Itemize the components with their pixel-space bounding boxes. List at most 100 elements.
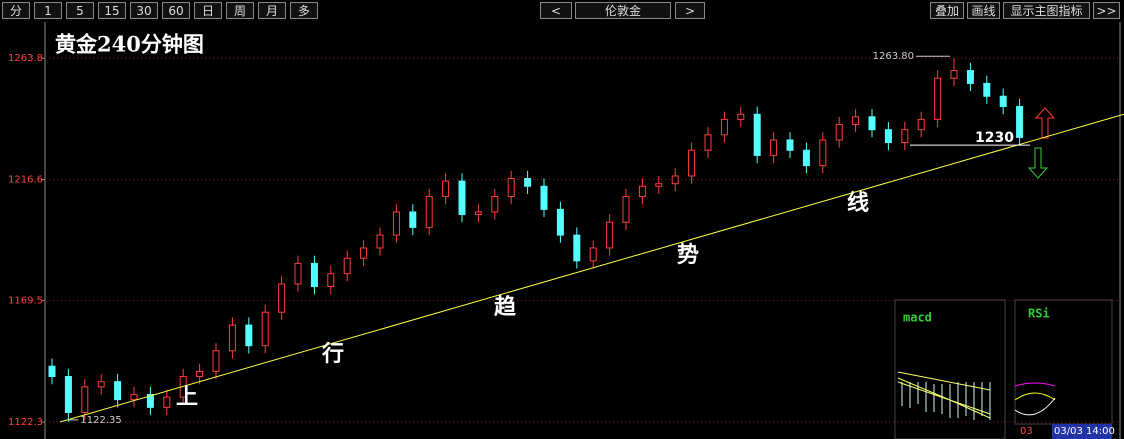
candle-body [425, 196, 433, 228]
candle-body [606, 221, 614, 249]
candle-body [655, 183, 663, 187]
indicator-line [1014, 397, 1056, 416]
candle-body [966, 70, 974, 84]
y-tick-label: 1122.3 [8, 417, 43, 428]
candle-body [474, 211, 482, 216]
candle-body [704, 134, 712, 151]
candle-body [622, 196, 630, 223]
candle-body [753, 113, 761, 156]
candle-body [917, 118, 925, 131]
candle-body [983, 82, 991, 97]
trend-text: 线 [847, 190, 869, 216]
candle-body [327, 273, 335, 288]
period-button[interactable]: 60 [162, 2, 190, 19]
candle-body [999, 95, 1007, 108]
candle-body [228, 324, 236, 352]
up-arrow [1034, 107, 1056, 139]
candle-body [245, 324, 253, 347]
candle-body [409, 211, 417, 228]
time-label: 03/03 14:00 [1054, 426, 1115, 437]
candle-body [770, 139, 778, 156]
candle-body [852, 116, 860, 126]
prev-button[interactable]: < [540, 2, 572, 19]
trend-text: 势 [677, 242, 699, 268]
indicator-label: macd [903, 311, 932, 325]
candle-body [146, 394, 154, 408]
candle-body [196, 370, 204, 378]
period-button[interactable]: 多 [290, 2, 318, 19]
indicator-line [1014, 392, 1056, 401]
candle-body [97, 381, 105, 388]
indicator-bars [901, 382, 991, 420]
candle-body [540, 185, 548, 210]
candle-body [786, 139, 794, 151]
down-arrow [1027, 147, 1049, 179]
candle-body [458, 180, 466, 216]
chart: 黄金240分钟图 macd RSi 03 03/03 14:00 1122.3 1… [0, 22, 1124, 439]
time-box [1052, 424, 1112, 439]
indicator-label: RSi [1028, 307, 1050, 321]
action-button[interactable]: 叠加 [930, 2, 964, 19]
toolbar: 分 1 5 15 30 60 日周月多 < 伦敦金 > 叠加 画线 显示主图指标 >> [0, 0, 1124, 23]
trend-text: 上 [176, 384, 198, 410]
period-button[interactable]: 30 [130, 2, 158, 19]
trend-text: 行 [321, 341, 344, 367]
candle-body [934, 77, 942, 120]
period-button[interactable]: 分 [2, 2, 30, 19]
action-button[interactable]: 画线 [967, 2, 1000, 19]
rsi-pane: RSi [1014, 299, 1113, 425]
candle-body [589, 247, 597, 262]
candle-body [737, 113, 745, 120]
period-button[interactable]: 1 [34, 2, 62, 19]
trendline [59, 113, 1124, 423]
candle-body [524, 178, 532, 187]
candle-body [638, 185, 646, 198]
candle-body [261, 311, 269, 347]
candle-body [278, 283, 286, 313]
candle-body [376, 234, 384, 249]
candle-body [671, 175, 679, 185]
period-button[interactable]: 15 [98, 2, 126, 19]
candle-body [1016, 106, 1024, 138]
candle-body [688, 149, 696, 177]
pane [1014, 299, 1113, 425]
candle-body [392, 211, 400, 236]
candle-body [64, 376, 72, 414]
candle-body [901, 129, 909, 144]
candle-body [556, 208, 564, 236]
action-button[interactable]: >> [1093, 2, 1120, 19]
symbol-button[interactable]: 伦敦金 [575, 2, 671, 19]
macd-pane: macd [894, 299, 1006, 439]
candle-body [81, 386, 89, 414]
candle-body [130, 394, 138, 401]
y-tick-label: 1169.5 [8, 296, 43, 307]
candle-body [884, 129, 892, 144]
indicator-line [1014, 382, 1056, 387]
level-label: 1230 [975, 130, 1014, 146]
candle-body [802, 149, 810, 167]
y-tick-label: 1216.6 [8, 175, 43, 186]
candle-body [442, 180, 450, 198]
candle-body [491, 196, 499, 213]
candle-body [294, 262, 302, 285]
chart-title: 黄金240分钟图 [55, 32, 204, 57]
next-button[interactable]: > [675, 2, 705, 19]
trend-text: 趋 [494, 294, 517, 320]
candle-body [212, 350, 220, 372]
y-tick-label: 1263.8 [8, 53, 43, 64]
period-button[interactable]: 月 [258, 2, 286, 19]
candle-body [573, 234, 581, 262]
candle-body [163, 396, 171, 408]
action-button[interactable]: 显示主图指标 [1003, 2, 1090, 19]
period-button[interactable]: 日 [194, 2, 222, 19]
candle-body [868, 116, 876, 131]
period-button[interactable]: 5 [66, 2, 94, 19]
time-label: 03 [1020, 426, 1033, 437]
period-button[interactable]: 周 [226, 2, 254, 19]
candle-body [360, 247, 368, 259]
candle-body [835, 124, 843, 141]
candle-body [343, 257, 351, 275]
candle-body [950, 70, 958, 79]
candle-body [48, 365, 56, 378]
